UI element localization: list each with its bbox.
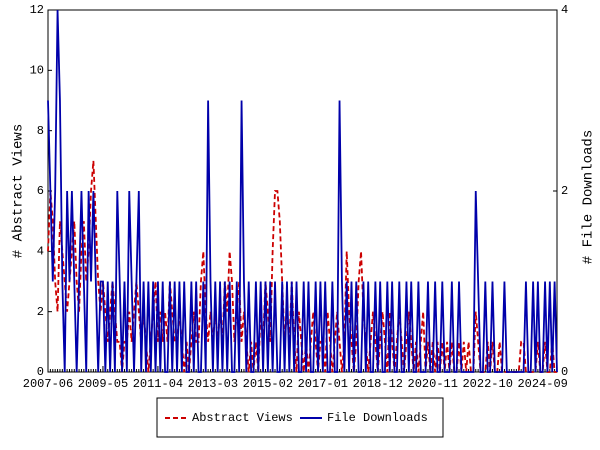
y2-tick-label: 0 bbox=[561, 365, 568, 379]
x-tick-label: 2007-06 bbox=[23, 377, 73, 391]
y-tick-label: 8 bbox=[37, 124, 44, 138]
series-line bbox=[47, 9, 558, 373]
y-tick-label: 4 bbox=[37, 245, 44, 259]
x-tick-label: 2022-10 bbox=[462, 377, 512, 391]
legend-box bbox=[156, 397, 444, 438]
x-tick-label: 2009-05 bbox=[78, 377, 128, 391]
y2-tick-label: 2 bbox=[561, 184, 568, 198]
y2-tick-label: 4 bbox=[561, 3, 568, 17]
y-tick-label: 10 bbox=[30, 64, 44, 78]
y-tick-label: 12 bbox=[30, 3, 44, 17]
y-tick-label: 0 bbox=[37, 365, 44, 379]
x-tick-label: 2015-02 bbox=[243, 377, 293, 391]
y2-axis-title: # File Downloads bbox=[581, 130, 597, 264]
x-tick-label: 2018-12 bbox=[353, 377, 403, 391]
x-tick-label: 2011-04 bbox=[133, 377, 183, 391]
x-tick-label: 2017-01 bbox=[298, 377, 348, 391]
y-axis-title: # Abstract Views bbox=[11, 124, 27, 258]
x-tick-label: 2013-03 bbox=[188, 377, 238, 391]
legend-label: Abstract Views bbox=[192, 411, 293, 425]
legend-label: File Downloads bbox=[327, 411, 428, 425]
x-tick-label: 2020-11 bbox=[408, 377, 458, 391]
y-tick-label: 2 bbox=[37, 305, 44, 319]
x-tick-label: 2024-09 bbox=[517, 377, 567, 391]
y-tick-label: 6 bbox=[37, 184, 44, 198]
